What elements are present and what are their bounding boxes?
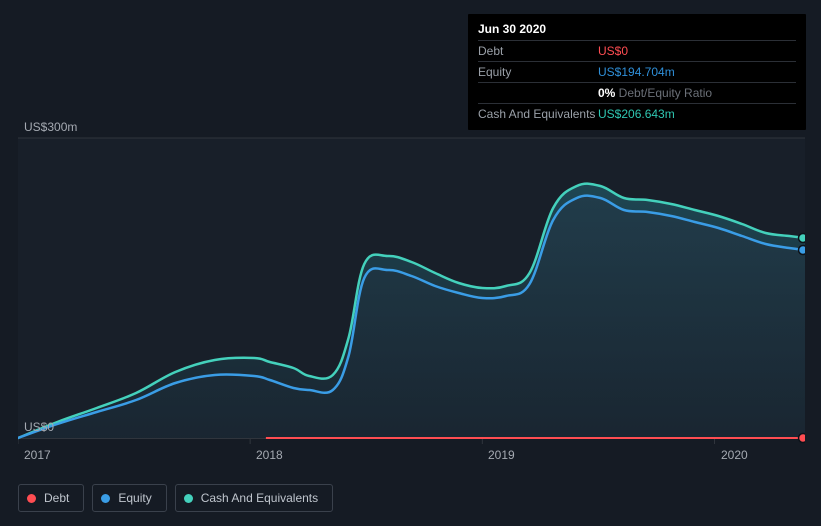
legend-item-cash[interactable]: Cash And Equivalents: [175, 484, 333, 512]
tooltip-label: Cash And Equivalents: [478, 106, 598, 122]
x-axis-label-2: 2019: [488, 448, 515, 462]
tooltip-label: Debt: [478, 43, 598, 59]
tooltip-label: [478, 85, 598, 101]
chart-legend: Debt Equity Cash And Equivalents: [18, 484, 333, 512]
tooltip-row-debt: Debt US$0: [478, 40, 796, 61]
legend-label: Cash And Equivalents: [201, 489, 318, 507]
legend-label: Equity: [118, 489, 151, 507]
x-axis-label-0: 2017: [24, 448, 51, 462]
tooltip-value: US$206.643m: [598, 106, 796, 122]
legend-swatch: [184, 494, 193, 503]
legend-label: Debt: [44, 489, 69, 507]
tooltip-value: US$0: [598, 43, 796, 59]
tooltip-date: Jun 30 2020: [478, 20, 796, 40]
legend-swatch: [27, 494, 36, 503]
y-axis-label-min: US$0: [24, 420, 54, 434]
legend-swatch: [101, 494, 110, 503]
tooltip-ratio-text: Debt/Equity Ratio: [615, 86, 712, 100]
legend-item-debt[interactable]: Debt: [18, 484, 84, 512]
legend-item-equity[interactable]: Equity: [92, 484, 166, 512]
chart-tooltip: Jun 30 2020 Debt US$0 Equity US$194.704m…: [468, 14, 806, 130]
tooltip-row-cash: Cash And Equivalents US$206.643m: [478, 103, 796, 124]
x-axis-label-1: 2018: [256, 448, 283, 462]
tooltip-ratio-pct: 0%: [598, 86, 615, 100]
tooltip-row-ratio: 0% Debt/Equity Ratio: [478, 82, 796, 103]
x-axis-label-3: 2020: [721, 448, 748, 462]
tooltip-label: Equity: [478, 64, 598, 80]
tooltip-value: 0% Debt/Equity Ratio: [598, 85, 796, 101]
y-axis-label-max: US$300m: [24, 120, 77, 134]
tooltip-value: US$194.704m: [598, 64, 796, 80]
tooltip-row-equity: Equity US$194.704m: [478, 61, 796, 82]
